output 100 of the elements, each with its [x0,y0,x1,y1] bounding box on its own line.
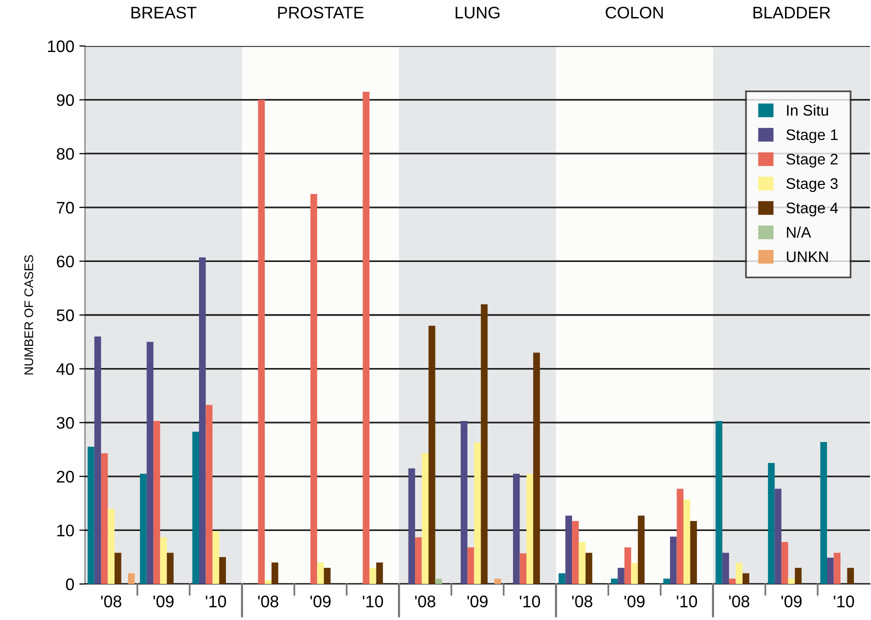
bar [376,562,383,584]
bar [480,304,488,584]
bar [716,420,722,584]
x-tick-label: '09 [467,596,488,608]
bar [820,442,828,584]
y-axis-title: NUMBER OF CASES [24,255,34,374]
bar [736,563,743,584]
x-tick-label: '08 [729,596,750,608]
y-tick-label: 80 [56,148,74,160]
bar [729,578,736,584]
legend-label: Stage 1 [786,129,838,144]
bar [663,578,670,584]
legend-label: Stage 3 [786,178,838,192]
text: COLON [606,6,663,18]
bar [794,568,802,584]
bar [272,562,278,584]
bar [638,516,645,584]
bar [94,336,102,584]
bar [101,453,108,584]
y-tick-label: 50 [56,309,74,322]
bar [160,537,167,584]
bar [676,488,684,584]
x-tick-label: '09 [624,596,645,608]
bar [513,474,520,584]
bar [788,578,795,584]
bar [722,552,730,584]
bar [192,432,200,584]
bar [422,453,429,584]
y-tick-label: 60 [56,256,74,268]
y-tick-label: 0 [66,578,74,590]
bar [683,500,690,584]
bar [586,552,592,584]
bar [219,557,226,584]
y-tick-label: 20 [56,470,74,483]
bar [408,468,416,584]
text: PROSTATE [278,6,364,18]
bar [206,404,212,584]
bar [212,531,220,584]
bar [827,558,834,584]
y-tick-label: 70 [56,202,74,214]
bar [834,552,840,584]
bar [624,547,632,584]
x-tick-label: '09 [153,596,174,608]
x-tick-label: '10 [362,596,384,608]
bar [362,92,370,584]
bar [610,578,618,584]
x-tick-label: '08 [101,596,122,608]
x-tick-label: '10 [834,596,854,608]
bar [435,578,442,584]
bar [572,521,579,584]
bar [258,100,265,584]
x-tick-label: '10 [520,596,540,608]
bar [690,521,697,584]
bar [618,568,624,584]
legend-label: N/A [786,226,812,238]
bar [369,568,376,584]
bar [526,474,534,584]
bar [742,573,750,584]
bar [631,563,638,584]
legend-label: UNKN [786,252,828,262]
bar [847,568,854,584]
x-tick-label: '08 [572,596,592,608]
x-tick-label: '08 [415,596,436,608]
bar [533,352,540,584]
x-tick-label: '10 [676,596,698,608]
bar [128,573,135,584]
bar [146,342,154,584]
text: BREAST [132,6,196,18]
bar [578,542,586,584]
bar [88,446,94,584]
bar [781,542,788,584]
x-tick-label: '09 [310,596,331,608]
bar [140,474,147,584]
bar [415,537,422,584]
bar [467,547,474,584]
x-tick-label: '09 [781,596,802,608]
bar [310,194,318,584]
bar [199,257,206,584]
x-tick-label: '10 [206,596,226,608]
bar [474,442,481,584]
text: LUNG [456,6,500,18]
legend-label: In Situ [787,104,828,116]
x-tick-label: '08 [258,596,278,608]
y-tick-label: 10 [57,524,74,536]
bar [166,552,174,584]
text: BLADDER [754,6,830,18]
bar [774,488,782,584]
bar [558,573,566,584]
bar [114,552,122,584]
bar [108,508,115,584]
y-tick-label: 40 [56,363,74,376]
bar [264,580,272,584]
legend-label: Stage 2 [786,154,838,168]
bar [460,420,468,584]
legend-label: Stage 4 [786,202,838,216]
bar [324,568,331,584]
bar [520,553,526,584]
bar [494,578,502,584]
bar [317,562,324,584]
bar [428,326,436,584]
